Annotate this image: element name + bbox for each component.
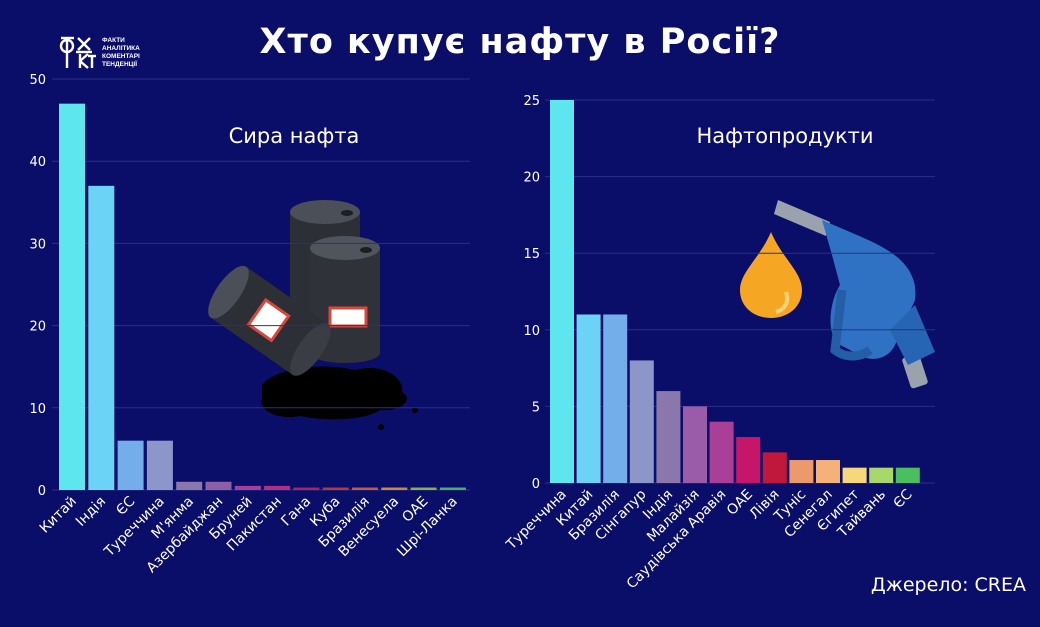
bar (176, 481, 203, 490)
bar (117, 440, 144, 490)
bar (146, 440, 173, 490)
oil-barrels-icon (208, 200, 418, 430)
logo-mark-icon (59, 36, 96, 69)
bar (88, 185, 115, 491)
bar (789, 460, 814, 483)
bar (439, 487, 466, 490)
bar (683, 406, 707, 483)
category-label: ЄС (890, 486, 915, 511)
chart-subtitle: Сира нафта (229, 124, 360, 148)
bar (264, 485, 291, 490)
bar (816, 460, 840, 483)
y-tick-label: 10 (523, 324, 540, 339)
y-tick-label: 25 (523, 94, 540, 109)
bar (869, 467, 894, 483)
bar (410, 487, 437, 490)
bar (842, 467, 867, 483)
bar (629, 360, 654, 483)
y-tick-label: 40 (29, 155, 46, 170)
bar (550, 100, 574, 483)
bar (762, 452, 787, 483)
bar (322, 487, 349, 490)
y-tick-label: 50 (29, 73, 46, 88)
logo-text: ФАКТИ АНАЛІТИКА КОМЕНТАРІ ТЕНДЕНЦІЇ (102, 37, 140, 68)
bar (603, 314, 628, 483)
bar (709, 421, 734, 483)
bar (205, 481, 232, 490)
bar (293, 487, 320, 490)
page-title: Хто купує нафту в Росії? (259, 22, 781, 62)
y-tick-label: 15 (523, 247, 540, 262)
chart-subtitle: Нафтопродукти (696, 124, 873, 148)
bar (656, 391, 681, 483)
y-tick-label: 5 (532, 400, 540, 415)
category-label: Гана (278, 494, 314, 530)
category-label: Індія (73, 494, 109, 530)
bar (895, 467, 920, 483)
bar (234, 485, 261, 490)
fuel-nozzle-icon (774, 200, 935, 389)
bar (59, 103, 85, 490)
source-note: Джерело: CREA (870, 574, 1026, 596)
chart-oil-products: 0510152025НафтопродуктиТуреччинаКитайБра… (503, 94, 935, 592)
y-tick-label: 20 (523, 171, 540, 186)
bar (352, 487, 378, 490)
bar (736, 437, 761, 483)
y-tick-label: 0 (38, 484, 46, 499)
y-tick-label: 10 (29, 402, 46, 417)
y-tick-label: 30 (29, 237, 46, 252)
bar (381, 487, 408, 490)
category-label: Китай (37, 494, 80, 537)
oil-drop-icon (740, 232, 802, 318)
bar (576, 314, 601, 483)
logo: ФАКТИ АНАЛІТИКА КОМЕНТАРІ ТЕНДЕНЦІЇ (58, 34, 168, 72)
y-tick-label: 0 (532, 477, 540, 492)
y-tick-label: 20 (29, 320, 46, 335)
